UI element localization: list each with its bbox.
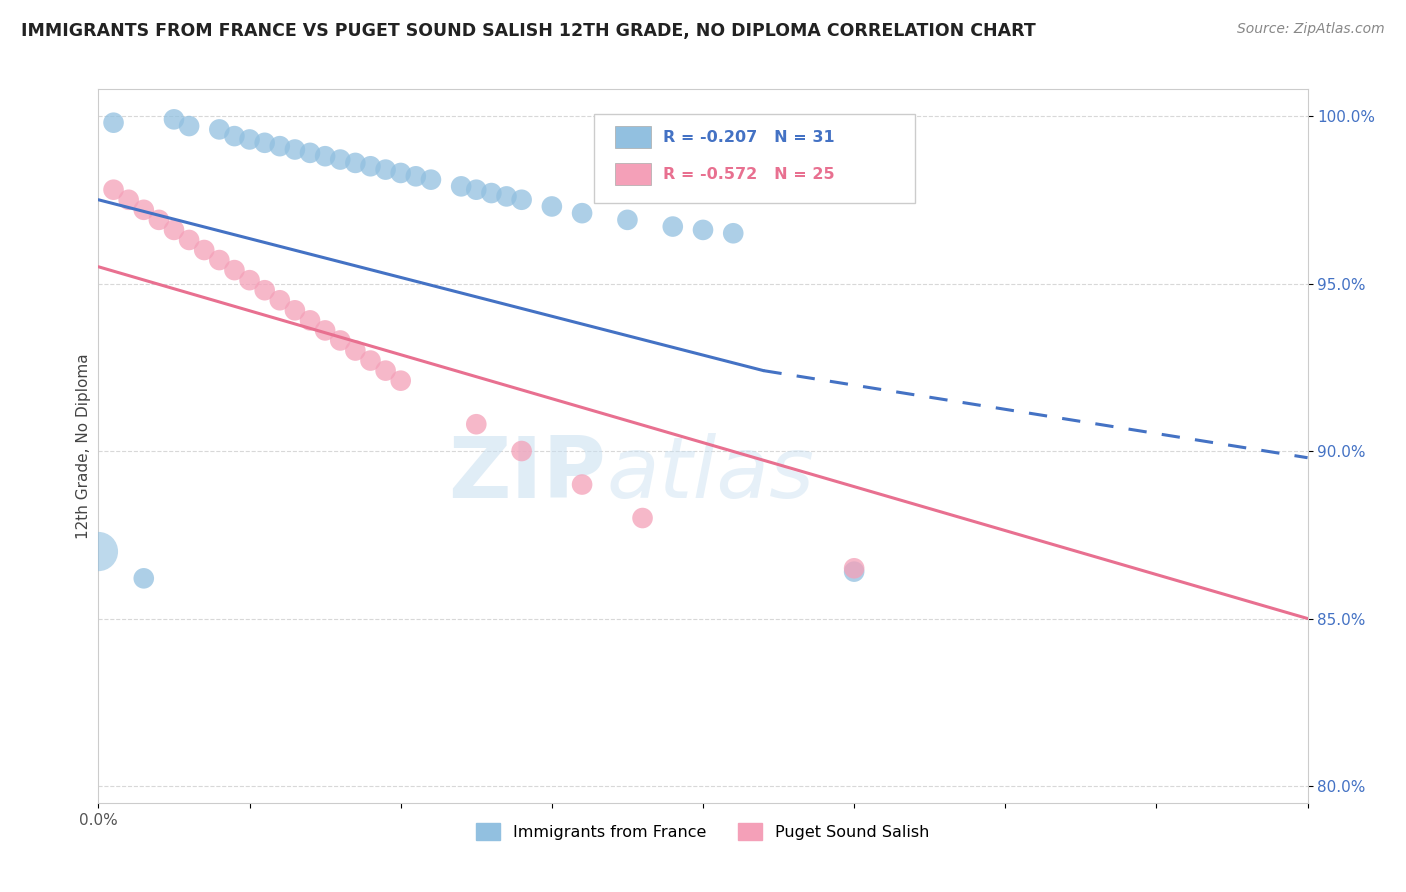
- Point: [481, 186, 503, 200]
- Point: [132, 571, 155, 585]
- Point: [179, 233, 201, 247]
- Point: [118, 193, 141, 207]
- Bar: [614, 127, 651, 148]
- Point: [314, 323, 336, 337]
- Text: atlas: atlas: [606, 433, 814, 516]
- Point: [239, 132, 262, 146]
- Point: [103, 183, 125, 197]
- Point: [420, 172, 443, 186]
- Point: [208, 253, 231, 268]
- Point: [450, 179, 472, 194]
- Point: [132, 202, 155, 217]
- Point: [314, 149, 336, 163]
- Point: [344, 156, 367, 170]
- Point: [631, 511, 654, 525]
- Point: [148, 212, 170, 227]
- Point: [723, 227, 745, 241]
- Point: [465, 183, 488, 197]
- Point: [616, 212, 638, 227]
- Text: IMMIGRANTS FROM FRANCE VS PUGET SOUND SALISH 12TH GRADE, NO DIPLOMA CORRELATION : IMMIGRANTS FROM FRANCE VS PUGET SOUND SA…: [21, 22, 1036, 40]
- Point: [253, 283, 276, 297]
- Text: Source: ZipAtlas.com: Source: ZipAtlas.com: [1237, 22, 1385, 37]
- Point: [284, 303, 307, 318]
- Point: [360, 159, 382, 173]
- Point: [465, 417, 488, 432]
- Text: ZIP: ZIP: [449, 433, 606, 516]
- Point: [389, 166, 412, 180]
- FancyBboxPatch shape: [595, 114, 915, 203]
- Bar: [614, 163, 651, 185]
- Point: [208, 122, 231, 136]
- Point: [344, 343, 367, 358]
- Point: [269, 139, 291, 153]
- Point: [374, 363, 396, 377]
- Point: [299, 313, 322, 327]
- Point: [253, 136, 276, 150]
- Point: [224, 129, 246, 144]
- Point: [374, 162, 396, 177]
- Point: [179, 119, 201, 133]
- Point: [510, 444, 533, 458]
- Y-axis label: 12th Grade, No Diploma: 12th Grade, No Diploma: [76, 353, 91, 539]
- Point: [269, 293, 291, 308]
- Point: [495, 189, 517, 203]
- Point: [239, 273, 262, 287]
- Text: R = -0.572   N = 25: R = -0.572 N = 25: [664, 167, 835, 182]
- Point: [510, 193, 533, 207]
- Point: [163, 223, 186, 237]
- Point: [284, 143, 307, 157]
- Point: [692, 223, 714, 237]
- Point: [661, 219, 683, 234]
- Text: R = -0.207   N = 31: R = -0.207 N = 31: [664, 129, 835, 145]
- Point: [103, 116, 125, 130]
- Point: [329, 153, 352, 167]
- Point: [329, 334, 352, 348]
- Point: [193, 243, 215, 257]
- Point: [87, 544, 110, 558]
- Point: [571, 477, 593, 491]
- Point: [844, 565, 866, 579]
- Point: [540, 199, 562, 213]
- Point: [163, 112, 186, 127]
- Point: [844, 561, 866, 575]
- Point: [571, 206, 593, 220]
- Point: [389, 374, 412, 388]
- Point: [224, 263, 246, 277]
- Point: [299, 145, 322, 160]
- Point: [405, 169, 427, 184]
- Legend: Immigrants from France, Puget Sound Salish: Immigrants from France, Puget Sound Sali…: [470, 817, 936, 847]
- Point: [360, 353, 382, 368]
